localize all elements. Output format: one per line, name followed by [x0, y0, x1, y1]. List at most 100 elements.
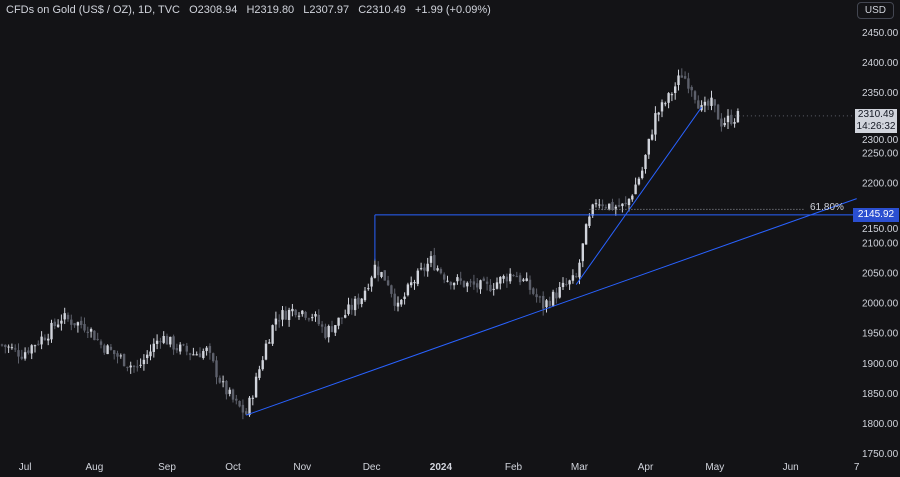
y-tick-label: 2450.00 — [862, 28, 899, 39]
candle-body — [225, 380, 228, 395]
candle-body — [80, 320, 83, 326]
candle-body — [565, 284, 568, 286]
candle-body — [278, 320, 281, 322]
candle-body — [466, 282, 469, 287]
candle-body — [142, 359, 146, 365]
candle-body — [261, 360, 264, 370]
candle-body — [512, 275, 515, 277]
candle-body — [330, 326, 334, 332]
candle-body — [360, 298, 363, 305]
candle-body — [459, 278, 462, 281]
candle-body — [726, 115, 730, 123]
candle-body — [611, 201, 614, 210]
candle-body — [535, 294, 538, 298]
candle-body — [344, 315, 347, 318]
candle-body — [50, 322, 53, 340]
y-tick-label: 2400.00 — [862, 58, 899, 69]
candle-body — [353, 298, 357, 311]
candle-body — [132, 365, 136, 367]
y-tick-label: 1850.00 — [862, 389, 899, 400]
candle-body — [264, 343, 268, 360]
candle-body — [736, 111, 740, 123]
candle-body — [617, 205, 621, 207]
candle-body — [386, 280, 390, 286]
candle-body — [205, 347, 208, 352]
candle-body — [37, 343, 40, 345]
candle-body — [551, 291, 555, 306]
y-tick-label: 1750.00 — [862, 449, 899, 460]
candle-body — [327, 326, 330, 338]
y-tick-label: 2100.00 — [862, 239, 899, 250]
candle-body — [215, 360, 218, 378]
candle-body — [522, 279, 525, 281]
y-tick-label: 2300.00 — [862, 135, 899, 146]
candle-body — [297, 315, 301, 317]
candle-body — [281, 310, 284, 320]
candle-body — [241, 404, 245, 413]
candle-body — [608, 203, 611, 209]
candle-body — [584, 224, 588, 245]
candle-body — [172, 336, 175, 350]
candle-body — [43, 337, 47, 341]
candle-body — [231, 389, 235, 400]
candle-body — [23, 352, 27, 359]
candle-body — [182, 344, 185, 346]
candle-body — [561, 282, 565, 287]
y-tick-label: 2200.00 — [862, 178, 899, 189]
candle-body — [707, 100, 710, 106]
candle-body — [495, 282, 499, 289]
candle-body — [10, 347, 14, 349]
x-tick-label: 7 — [854, 462, 860, 473]
candle-body — [601, 204, 604, 207]
candle-body — [258, 369, 261, 378]
candle-body — [70, 319, 73, 325]
currency-button[interactable]: USD — [856, 2, 894, 19]
candle-body — [340, 317, 344, 319]
candle-body — [667, 93, 670, 103]
candle-body — [291, 308, 294, 312]
candle-body — [624, 202, 627, 205]
x-tick-label: Oct — [225, 462, 241, 473]
candle-body — [287, 309, 291, 320]
candle-body — [20, 356, 23, 359]
candle-body — [716, 104, 720, 120]
candle-body — [674, 86, 677, 93]
candle-body — [472, 281, 476, 285]
candle-body — [528, 279, 532, 290]
candle-body — [499, 277, 502, 284]
candle-body — [485, 281, 489, 284]
candle-body — [482, 278, 485, 281]
candle-body — [99, 341, 103, 345]
candle-body — [83, 323, 86, 331]
ohlc-high: H2319.80 — [246, 4, 295, 16]
candle-body — [89, 329, 93, 332]
candle-body — [683, 76, 687, 79]
x-tick-label: Jun — [783, 462, 799, 473]
candle-body — [502, 275, 505, 279]
candle-body — [119, 355, 122, 357]
x-tick-label: 2024 — [430, 462, 453, 473]
candle-body — [7, 346, 10, 348]
candle-body — [198, 353, 202, 358]
candle-body — [723, 122, 726, 126]
candle-body — [63, 313, 66, 320]
candle-body — [113, 350, 116, 355]
candle-body — [525, 278, 528, 282]
trendline — [575, 106, 703, 285]
candle-body — [406, 284, 410, 296]
y-tick-label: 2350.00 — [862, 88, 899, 99]
candle-body — [469, 281, 472, 283]
candle-body — [218, 377, 221, 383]
candle-body — [426, 263, 429, 272]
candle-body — [208, 346, 212, 353]
candle-body — [604, 207, 608, 209]
y-tick-label: 2150.00 — [862, 224, 899, 235]
candle-body — [634, 184, 637, 195]
candle-body — [238, 400, 241, 407]
candle-body — [390, 285, 393, 294]
candle-body — [476, 283, 479, 288]
candle-body — [670, 94, 674, 96]
candle-body — [155, 340, 159, 344]
candle-body — [581, 243, 584, 262]
